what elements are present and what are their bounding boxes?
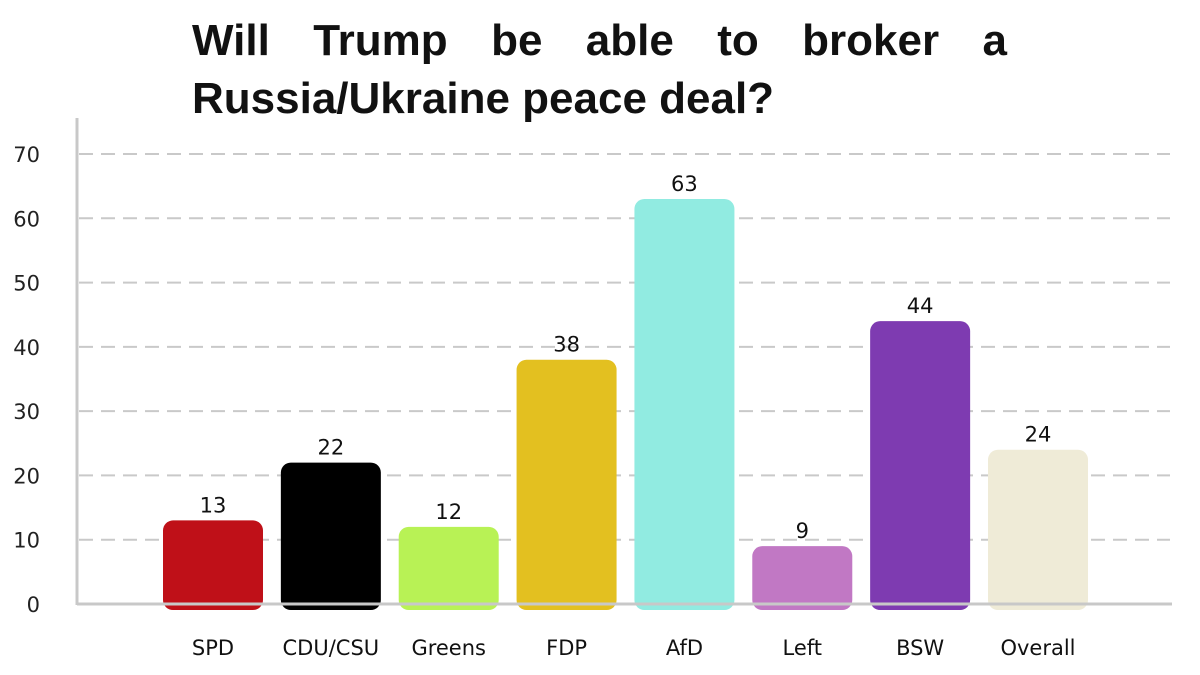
x-tick-label: CDU/CSU	[283, 636, 380, 660]
y-axis-ticks: 0 10 20 30 40 50 60 70	[13, 143, 40, 617]
x-tick-label: AfD	[666, 636, 703, 660]
x-tick-label: Greens	[411, 636, 486, 660]
x-tick-label: FDP	[546, 636, 587, 660]
data-label: 9	[796, 519, 809, 543]
bar	[280, 462, 381, 610]
y-tick-label: 70	[13, 143, 40, 167]
bar	[987, 449, 1088, 610]
y-tick-label: 40	[13, 336, 40, 360]
x-tick-label: BSW	[896, 636, 944, 660]
bar	[516, 359, 617, 610]
data-label: 22	[317, 436, 344, 460]
y-tick-label: 0	[27, 593, 40, 617]
y-tick-label: 50	[13, 272, 40, 296]
bars	[163, 199, 1088, 610]
y-tick-label: 30	[13, 400, 40, 424]
bar	[870, 321, 971, 610]
bar	[634, 199, 735, 610]
data-label: 44	[907, 294, 934, 318]
bar	[752, 546, 853, 610]
data-label: 63	[671, 172, 698, 196]
y-tick-label: 60	[13, 207, 40, 231]
x-axis-labels: SPD CDU/CSU Greens FDP AfD Left BSW Overall	[192, 636, 1076, 660]
x-tick-label: Overall	[1000, 636, 1075, 660]
data-label: 38	[553, 333, 580, 357]
x-tick-label: Left	[783, 636, 823, 660]
bar	[163, 520, 263, 610]
bar	[398, 526, 499, 610]
y-tick-label: 10	[13, 529, 40, 553]
x-tick-label: SPD	[192, 636, 234, 660]
y-tick-label: 20	[13, 464, 40, 488]
chart-title: Will Trump be able to broker a Russia/Uk…	[192, 16, 1007, 123]
data-label: 12	[435, 500, 462, 524]
data-labels: 13 22 12 38 63 9 44 24	[200, 172, 1052, 543]
data-label: 24	[1025, 423, 1052, 447]
data-label: 13	[200, 493, 227, 517]
